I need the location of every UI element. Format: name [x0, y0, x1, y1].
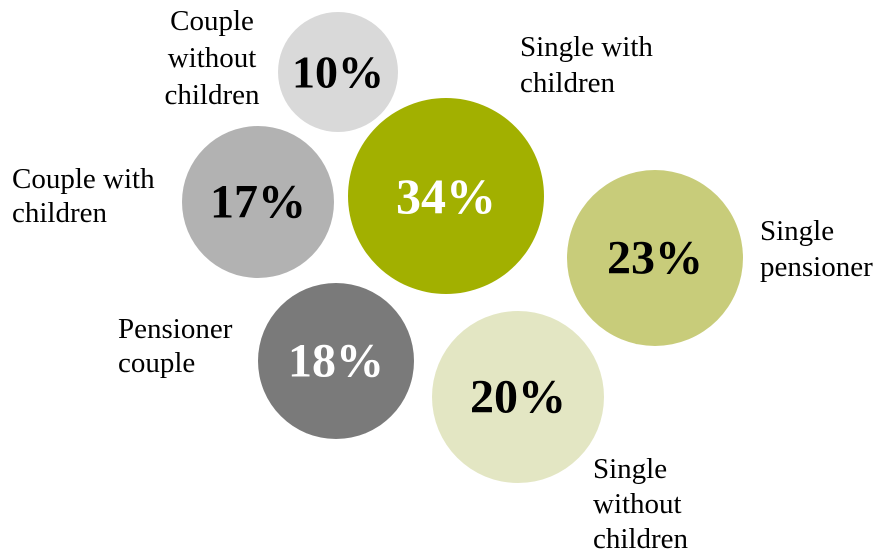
bubble-label-line: Single with — [520, 31, 653, 63]
bubble-label-line: without — [168, 42, 257, 74]
bubble-couple-without-children: 10% Couple without children — [164, 5, 398, 132]
bubble-label-pensioner-couple: Pensioner couple — [118, 313, 233, 379]
bubble-circle-single-with-children — [348, 98, 544, 294]
bubble-value-couple-with-children: 17% — [210, 176, 306, 229]
bubble-value-single-pensioner: 23% — [607, 232, 703, 285]
bubble-value-couple-without-children: 10% — [292, 47, 384, 98]
bubble-circle-couple-with-children — [182, 126, 334, 278]
bubble-single-pensioner: 23% Single pensioner — [567, 170, 873, 346]
bubble-single-with-children: 34% Single with children — [348, 31, 653, 294]
bubble-circle-single-pensioner — [567, 170, 743, 346]
bubble-label-line: pensioner — [760, 251, 873, 283]
bubble-circle-single-without-children — [432, 311, 604, 483]
bubble-circle-couple-without-children — [278, 12, 398, 132]
bubble-label-line: Couple with — [12, 163, 155, 195]
bubble-label-single-without-children: Single without children — [593, 453, 689, 555]
bubble-couple-with-children: 17% Couple with children — [12, 126, 334, 278]
bubble-label-line: couple — [118, 347, 195, 379]
bubble-label-single-with-children: Single with children — [520, 31, 653, 99]
bubble-label-line: Single — [593, 453, 667, 485]
bubble-label-line: children — [520, 67, 616, 99]
bubble-circle-pensioner-couple — [258, 283, 414, 439]
bubble-label-line: children — [12, 197, 108, 229]
bubble-label-line: without — [593, 488, 682, 520]
bubble-pensioner-couple: 18% Pensioner couple — [118, 283, 414, 439]
bubble-label-couple-without-children: Couple without children — [164, 5, 260, 111]
bubble-label-couple-with-children: Couple with children — [12, 163, 155, 229]
bubble-label-line: children — [593, 523, 689, 555]
bubble-label-line: Single — [760, 215, 834, 247]
bubble-label-line: Pensioner — [118, 313, 233, 345]
bubble-value-pensioner-couple: 18% — [288, 335, 384, 388]
bubble-label-single-pensioner: Single pensioner — [760, 215, 873, 283]
bubble-value-single-with-children: 34% — [396, 168, 496, 224]
bubble-single-without-children: 20% Single without children — [432, 311, 689, 555]
bubble-label-line: Couple — [170, 5, 254, 37]
bubble-value-single-without-children: 20% — [470, 371, 566, 424]
bubble-label-line: children — [164, 79, 260, 111]
